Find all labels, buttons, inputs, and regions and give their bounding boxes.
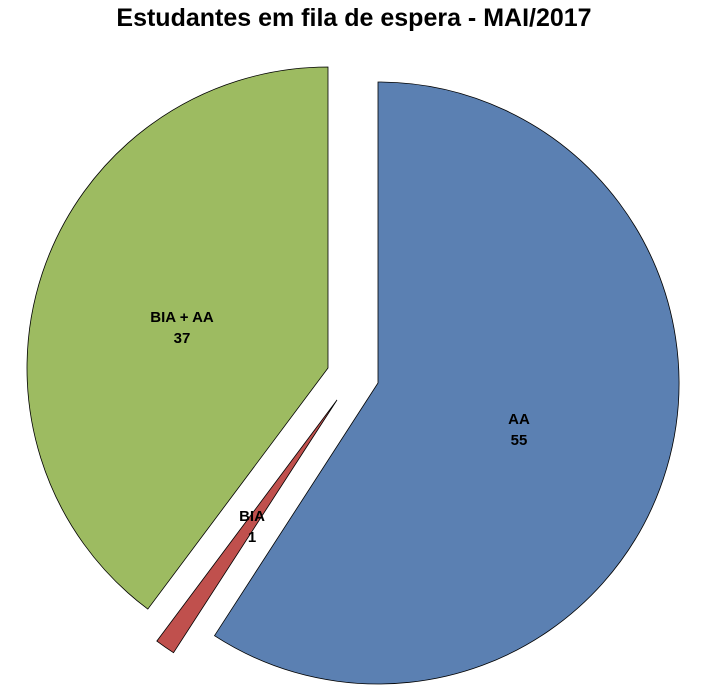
slice-label: BIA: [239, 508, 265, 525]
slice-value-label: 37: [174, 330, 191, 347]
slice-label: AA: [508, 411, 530, 428]
slice-label: BIA + AA: [150, 309, 214, 326]
slice-value-label: 55: [511, 432, 528, 449]
pie-slice-bia: [156, 399, 338, 654]
chart-title: Estudantes em fila de espera - MAI/2017: [116, 4, 592, 32]
slice-value-label: 1: [248, 529, 256, 546]
pie-slice-aa: [213, 81, 680, 685]
pie-slice-bia-aa: [26, 66, 329, 610]
